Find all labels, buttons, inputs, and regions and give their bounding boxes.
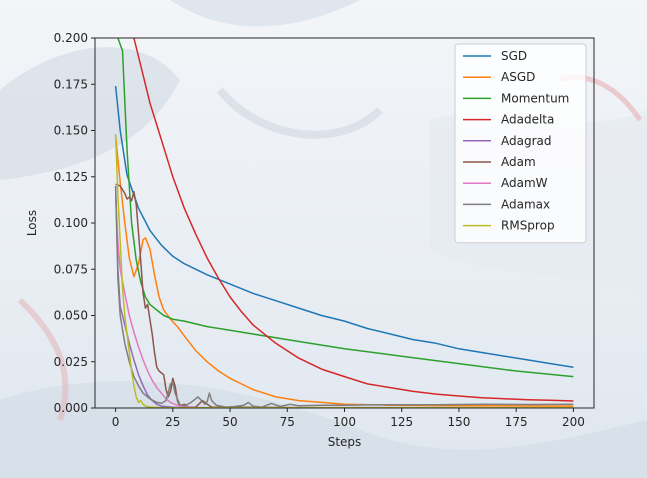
x-tick-label: 100 xyxy=(333,415,356,429)
legend-label-sgd: SGD xyxy=(501,49,527,63)
legend-label-asgd: ASGD xyxy=(501,70,535,84)
series-line-adadelta xyxy=(133,38,574,402)
x-tick-label: 175 xyxy=(505,415,528,429)
x-axis-label: Steps xyxy=(328,435,362,449)
series-line-sgd xyxy=(114,86,574,369)
y-tick-label: 0.050 xyxy=(54,309,88,323)
x-tick-label: 200 xyxy=(562,415,585,429)
y-tick-label: 0.150 xyxy=(54,124,88,138)
legend-label-adadelta: Adadelta xyxy=(501,113,554,127)
x-tick-label: 50 xyxy=(222,415,237,429)
legend-label-adam: Adam xyxy=(501,155,536,169)
series-line-asgd xyxy=(114,136,574,407)
x-tick-label: 0 xyxy=(112,415,120,429)
x-tick-label: 150 xyxy=(447,415,470,429)
y-tick-label: 0.025 xyxy=(54,355,88,369)
y-tick-label: 0.125 xyxy=(54,170,88,184)
legend: SGD ASGD Momentum Adadelta Adagrad Adam AdamW A… xyxy=(454,43,587,244)
x-tick-label: 75 xyxy=(280,415,295,429)
series-line-adam xyxy=(115,183,574,408)
legend-box xyxy=(454,43,587,244)
legend-label-adagrad: Adagrad xyxy=(501,134,552,148)
x-tick-label: 125 xyxy=(390,415,413,429)
y-tick-label: 0.000 xyxy=(54,401,88,415)
y-tick-label: 0.100 xyxy=(54,216,88,230)
y-tick-label: 0.200 xyxy=(54,31,88,45)
y-tick-label: 0.075 xyxy=(54,262,88,276)
series-lines xyxy=(114,38,574,408)
x-tick-label: 25 xyxy=(165,415,180,429)
legend-label-adamax: Adamax xyxy=(501,197,550,211)
legend-label-momentum: Momentum xyxy=(501,91,569,105)
x-axis-ticks: 0 25 50 75 100 125 150 175 200 xyxy=(112,408,585,429)
legend-label-adamw: AdamW xyxy=(501,176,548,190)
series-line-momentum xyxy=(117,38,574,378)
y-tick-label: 0.175 xyxy=(54,77,88,91)
series-line-rmsprop xyxy=(114,134,574,408)
legend-label-rmsprop: RMSprop xyxy=(501,219,555,233)
y-axis-label: Loss xyxy=(25,210,39,236)
series-line-adamax xyxy=(114,185,574,408)
y-axis-ticks: 0.000 0.025 0.050 0.075 0.100 0.125 0.150 0.175… xyxy=(54,31,95,415)
